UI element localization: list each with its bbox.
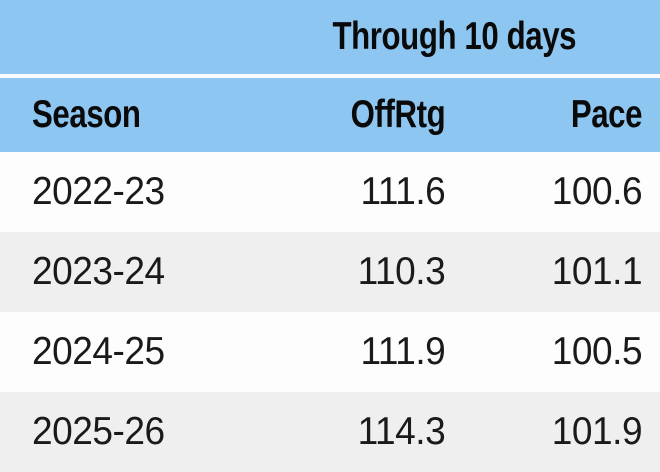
table-row: 2023-24 110.3 101.1	[0, 232, 660, 312]
spanner-empty-cell	[0, 0, 248, 78]
season-cell: 2023-24	[0, 232, 248, 312]
season-value: 2022-23	[32, 170, 165, 213]
offrtg-cell: 111.6	[248, 152, 463, 232]
col-header-offrtg: OffRtg	[350, 93, 445, 136]
col-header-pace: Pace	[570, 93, 643, 136]
pace-value: 101.1	[551, 250, 643, 293]
spanner-title-cell: Through 10 days	[248, 0, 660, 78]
season-value: 2023-24	[32, 250, 165, 293]
col-header-offrtg-cell: OffRtg	[248, 76, 463, 152]
pace-value: 100.6	[551, 170, 643, 213]
season-value: 2024-25	[32, 330, 165, 373]
season-value: 2025-26	[32, 410, 165, 453]
offrtg-value: 114.3	[357, 410, 445, 453]
season-cell: 2024-25	[0, 312, 248, 392]
spanner-title: Through 10 days	[332, 15, 576, 58]
offrtg-cell: 111.9	[248, 312, 463, 392]
offrtg-cell: 114.3	[248, 392, 463, 472]
table-row: 2022-23 111.6 100.6	[0, 152, 660, 232]
pace-cell: 101.9	[463, 392, 660, 472]
offrtg-value: 111.9	[360, 330, 445, 373]
pace-value: 100.5	[551, 330, 643, 373]
offrtg-value: 111.6	[360, 170, 445, 213]
column-header-row: Season OffRtg Pace	[0, 76, 660, 152]
season-cell: 2025-26	[0, 392, 248, 472]
pace-cell: 100.5	[463, 312, 660, 392]
col-header-season: Season	[32, 93, 141, 136]
season-cell: 2022-23	[0, 152, 248, 232]
pace-cell: 100.6	[463, 152, 660, 232]
spanner-row: Through 10 days	[0, 0, 660, 78]
col-header-season-cell: Season	[0, 76, 248, 152]
offrtg-value: 110.3	[357, 250, 445, 293]
pace-cell: 101.1	[463, 232, 660, 312]
pace-value: 101.9	[551, 410, 643, 453]
table-row: 2025-26 114.3 101.9	[0, 392, 660, 472]
table-row: 2024-25 111.9 100.5	[0, 312, 660, 392]
offrtg-cell: 110.3	[248, 232, 463, 312]
col-header-pace-cell: Pace	[463, 76, 660, 152]
